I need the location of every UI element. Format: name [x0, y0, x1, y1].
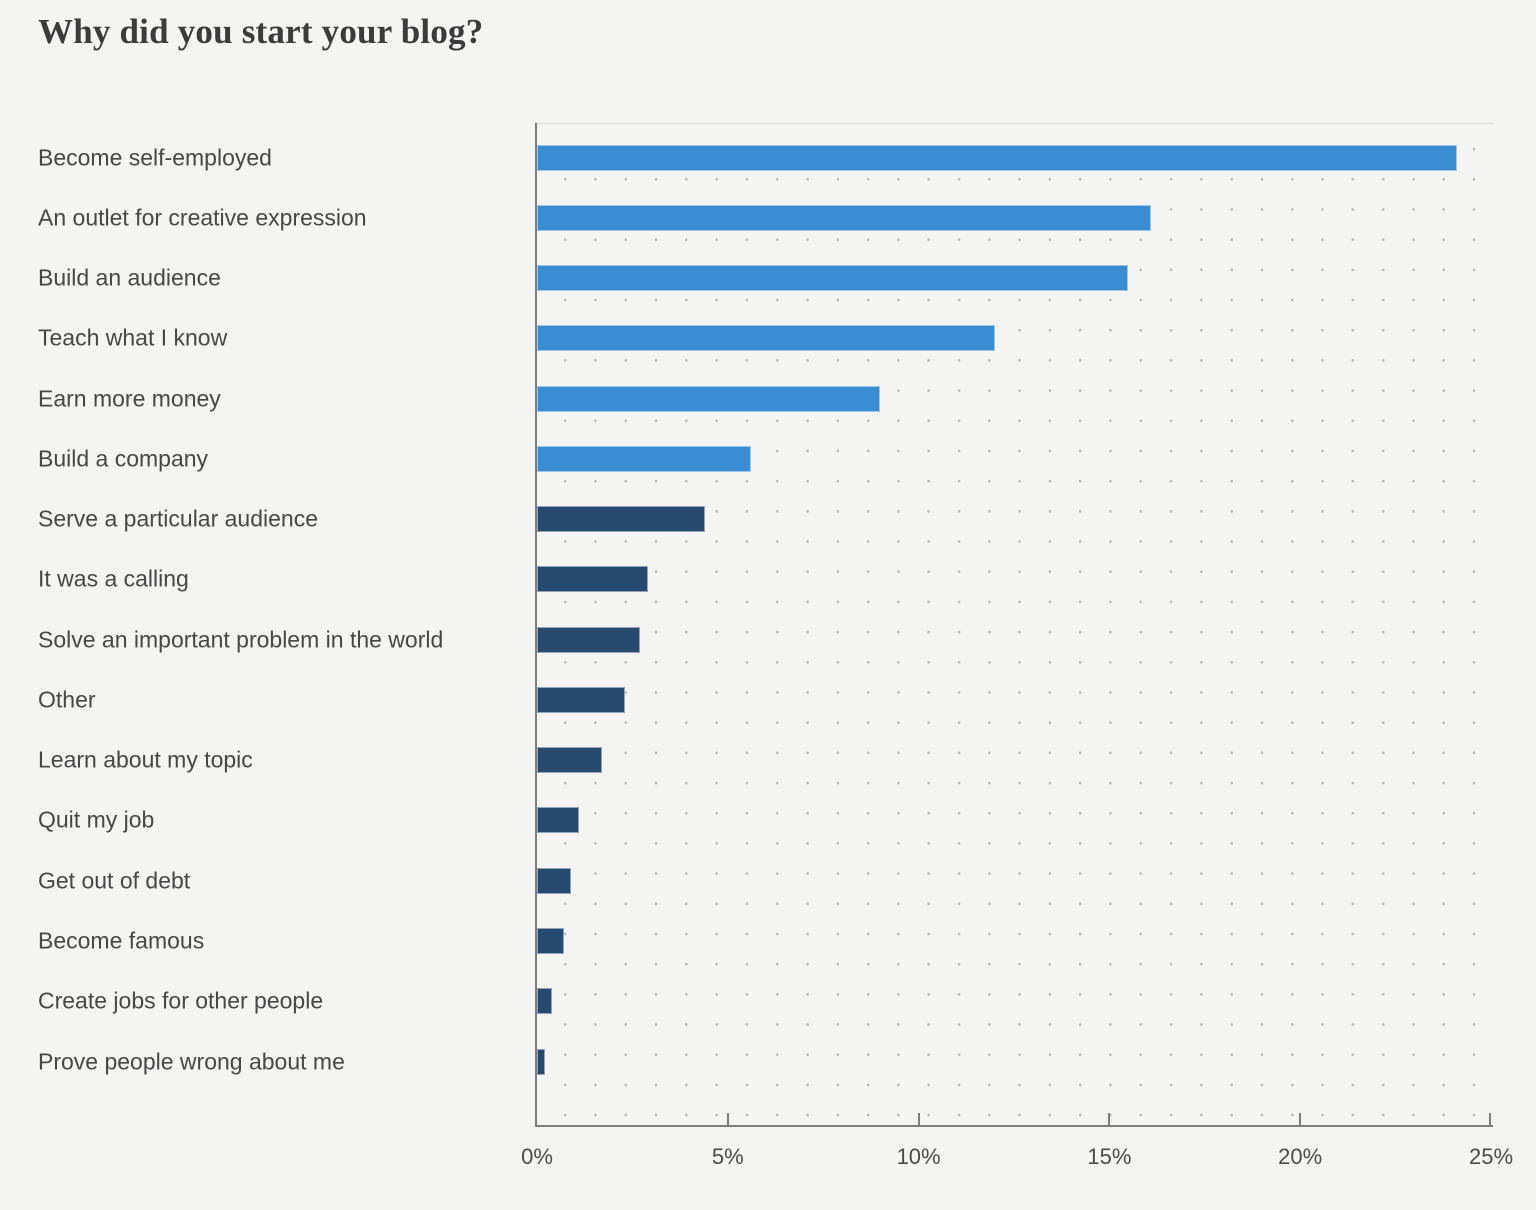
bar [537, 265, 1129, 292]
x-axis-tick-label: 20% [1278, 1144, 1323, 1169]
bar [537, 1048, 545, 1075]
x-axis-tick [1299, 1113, 1302, 1125]
x-axis-tick-label: 25% [1468, 1144, 1514, 1169]
bar [537, 325, 995, 352]
category-label: Become famous [38, 927, 205, 954]
x-axis-tick [1108, 1113, 1111, 1125]
x-axis-tick-label: 0% [521, 1144, 553, 1169]
x-axis-tick-label: 15% [1087, 1144, 1132, 1169]
category-label: An outlet for creative expression [38, 204, 367, 231]
category-label: Build an audience [38, 264, 221, 291]
bar [537, 988, 553, 1015]
bar [537, 144, 1457, 171]
category-label: Learn about my topic [38, 746, 253, 773]
category-label: Build a company [38, 445, 209, 472]
bar [537, 807, 579, 834]
bar [537, 204, 1152, 231]
bar [537, 686, 625, 713]
x-axis-tick [1489, 1113, 1491, 1125]
bar [537, 506, 705, 533]
x-axis-tick [726, 1113, 729, 1125]
category-label: Become self-employed [38, 144, 272, 170]
category-label: Other [38, 686, 96, 713]
category-label: Teach what I know [38, 324, 228, 351]
bar [537, 928, 564, 954]
bar [537, 445, 751, 472]
category-label: Earn more money [38, 385, 221, 412]
category-label: Serve a particular audience [38, 505, 318, 532]
category-label: It was a calling [38, 565, 189, 592]
category-label: Quit my job [38, 806, 155, 833]
bar [537, 626, 641, 653]
category-label: Get out of debt [38, 867, 191, 894]
category-label: Solve an important problem in the world [38, 626, 444, 653]
chart-title: Why did you start your blog? [38, 12, 484, 51]
bar [537, 385, 881, 412]
category-label: Create jobs for other people [38, 987, 324, 1014]
x-axis-tick-label: 5% [711, 1144, 744, 1169]
category-label: Prove people wrong about me [38, 1048, 345, 1075]
bar [537, 867, 572, 894]
x-axis-tick-label: 10% [896, 1144, 941, 1169]
bar [537, 747, 602, 774]
bar [537, 566, 648, 593]
plot-area [535, 123, 1493, 1127]
x-axis-tick [917, 1113, 920, 1125]
